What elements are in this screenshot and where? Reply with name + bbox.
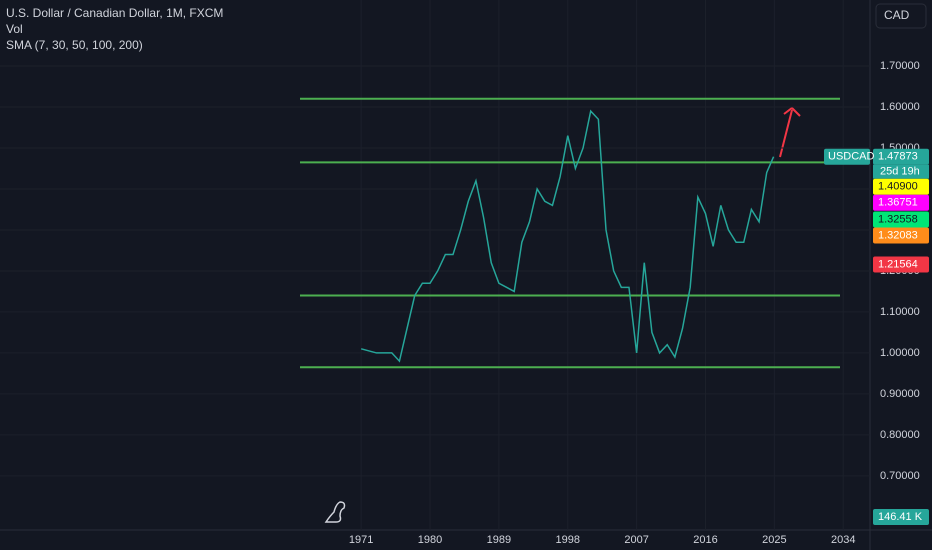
countdown: 25d 19h bbox=[880, 166, 920, 178]
volume-label: 146.41 K bbox=[878, 511, 923, 523]
x-tick-label: 1980 bbox=[418, 534, 442, 546]
x-tick-label: 2016 bbox=[693, 534, 717, 546]
price-label-box bbox=[873, 194, 929, 211]
y-tick-label: 0.80000 bbox=[880, 429, 920, 441]
volume-label-box bbox=[873, 509, 929, 525]
countdown-box bbox=[873, 164, 929, 179]
logo bbox=[324, 501, 346, 523]
indicator: Vol bbox=[6, 22, 23, 36]
price-label-box bbox=[873, 178, 929, 195]
symbol-label: USDCAD bbox=[828, 151, 875, 163]
price-label: 1.47873 bbox=[878, 151, 918, 163]
y-tick-label: 1.60000 bbox=[880, 101, 920, 113]
price-label: 1.36751 bbox=[878, 197, 918, 209]
price-label-box bbox=[873, 211, 929, 228]
price-label-box bbox=[873, 227, 929, 244]
chart-title: U.S. Dollar / Canadian Dollar, 1M, FXCM bbox=[6, 6, 223, 20]
x-tick-label: 2007 bbox=[624, 534, 648, 546]
price-label: 1.40900 bbox=[878, 181, 918, 193]
price-label: 1.32083 bbox=[878, 229, 918, 241]
price-label: 1.32558 bbox=[878, 213, 918, 225]
currency-button[interactable] bbox=[875, 3, 927, 29]
x-tick-label: 1998 bbox=[556, 534, 580, 546]
y-tick-label: 1.70000 bbox=[880, 60, 920, 72]
x-tick-label: 1989 bbox=[487, 534, 511, 546]
y-tick-label: 1.00000 bbox=[880, 347, 920, 359]
price-label-box bbox=[873, 256, 929, 273]
y-tick-label: 0.90000 bbox=[880, 388, 920, 400]
symbol-box bbox=[824, 148, 870, 165]
price-label-box bbox=[873, 148, 929, 165]
arrow bbox=[779, 106, 801, 158]
indicator: SMA (7, 30, 50, 100, 200) bbox=[6, 38, 143, 52]
currency[interactable]: CAD bbox=[884, 8, 910, 22]
y-tick-label: 0.70000 bbox=[880, 470, 920, 482]
x-tick-label: 2025 bbox=[762, 534, 786, 546]
y-tick-label: 1.10000 bbox=[880, 306, 920, 318]
x-tick-label: 2034 bbox=[831, 534, 855, 546]
price-line bbox=[360, 109, 775, 363]
x-tick-label: 1971 bbox=[349, 534, 373, 546]
price-label: 1.21564 bbox=[878, 258, 918, 270]
